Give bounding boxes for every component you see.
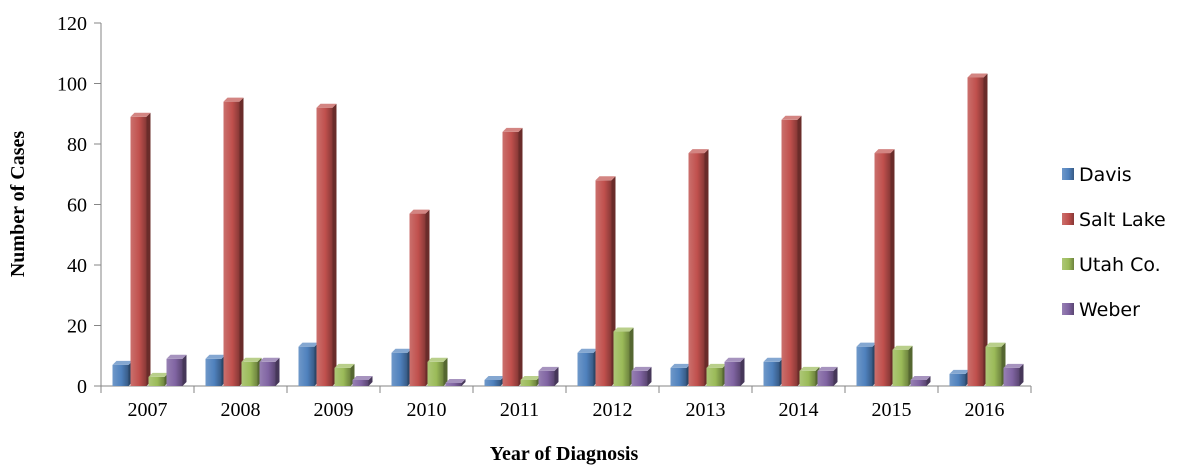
x-tick-label: 2011 — [500, 399, 539, 421]
bar-utah-co--2009 — [334, 363, 355, 386]
bars — [112, 73, 1024, 387]
bar-davis-2007 — [112, 360, 133, 386]
bar-utah-co--2010 — [427, 357, 448, 386]
bar-davis-2008 — [205, 354, 226, 386]
y-tick-label: 120 — [57, 13, 87, 35]
legend-swatch — [1062, 303, 1074, 315]
bar-davis-2014 — [763, 357, 784, 386]
bar-salt-lake-2012 — [595, 176, 616, 386]
bar-utah-co--2015 — [892, 345, 913, 386]
x-tick-label: 2015 — [872, 399, 912, 421]
bar-weber-2007 — [166, 354, 187, 386]
bar-davis-2015 — [856, 342, 877, 386]
legend-item-utah-co-: Utah Co. — [1062, 254, 1161, 276]
legend-label: Salt Lake — [1079, 209, 1166, 231]
bar-davis-2010 — [391, 348, 412, 386]
bar-utah-co--2013 — [706, 363, 727, 386]
bar-salt-lake-2008 — [223, 97, 244, 387]
bar-weber-2011 — [538, 366, 559, 386]
bar-weber-2016 — [1003, 363, 1024, 386]
y-axis: 0 20 40 60 80 100 120 — [57, 13, 102, 398]
y-tick-label: 40 — [67, 255, 87, 277]
legend-label: Davis — [1079, 164, 1132, 186]
y-tick-label: 60 — [67, 195, 87, 217]
x-tick-label: 2013 — [686, 399, 726, 421]
x-tick-label: 2007 — [128, 399, 168, 421]
legend-item-davis: Davis — [1062, 164, 1132, 186]
bar-salt-lake-2014 — [781, 115, 802, 387]
bar-salt-lake-2010 — [409, 209, 430, 386]
bar-davis-2013 — [670, 363, 691, 386]
bar-utah-co--2014 — [799, 366, 820, 386]
bar-weber-2012 — [631, 366, 652, 386]
bar-davis-2011 — [484, 375, 505, 386]
legend-label: Utah Co. — [1079, 254, 1161, 276]
bar-weber-2008 — [259, 357, 280, 386]
bar-salt-lake-2009 — [316, 103, 337, 386]
bar-salt-lake-2013 — [688, 149, 709, 386]
bar-salt-lake-2011 — [502, 127, 523, 387]
legend-label: Weber — [1079, 299, 1140, 321]
bar-utah-co--2007 — [148, 372, 169, 386]
bar-salt-lake-2015 — [874, 149, 895, 386]
y-axis-title: Number of Cases — [7, 131, 29, 278]
legend: Davis Salt Lake Utah Co. Weber — [1062, 164, 1166, 321]
bar-utah-co--2008 — [241, 357, 262, 386]
x-axis: 2007 2008 2009 2010 2011 2012 2013 2014 2015 2016 — [100, 385, 1032, 421]
bar-davis-2009 — [298, 342, 319, 386]
legend-swatch — [1062, 168, 1074, 180]
x-tick-label: 2008 — [221, 399, 261, 421]
legend-item-weber: Weber — [1062, 299, 1140, 321]
legend-item-salt-lake: Salt Lake — [1062, 209, 1166, 231]
y-tick-label: 20 — [67, 316, 87, 338]
y-tick-label: 0 — [77, 376, 87, 398]
bar-utah-co--2016 — [985, 342, 1006, 386]
bar-davis-2016 — [949, 369, 970, 386]
legend-swatch — [1062, 213, 1074, 225]
bar-salt-lake-2016 — [967, 73, 988, 386]
bar-weber-2013 — [724, 357, 745, 386]
legend-swatch — [1062, 258, 1074, 270]
y-tick-label: 80 — [67, 134, 87, 156]
bar-salt-lake-2007 — [130, 112, 151, 387]
bar-davis-2012 — [577, 348, 598, 386]
x-tick-label: 2014 — [779, 399, 819, 421]
bar-weber-2009 — [352, 375, 373, 386]
bar-weber-2010 — [445, 378, 466, 386]
y-tick-label: 100 — [57, 74, 87, 96]
x-tick-label: 2010 — [407, 399, 447, 421]
x-axis-title: Year of Diagnosis — [490, 443, 639, 465]
bar-utah-co--2011 — [520, 375, 541, 386]
bar-utah-co--2012 — [613, 327, 634, 386]
x-tick-label: 2016 — [965, 399, 1005, 421]
bar-weber-2014 — [817, 366, 838, 386]
bar-weber-2015 — [910, 375, 931, 386]
x-tick-label: 2012 — [593, 399, 633, 421]
x-tick-label: 2009 — [314, 399, 354, 421]
